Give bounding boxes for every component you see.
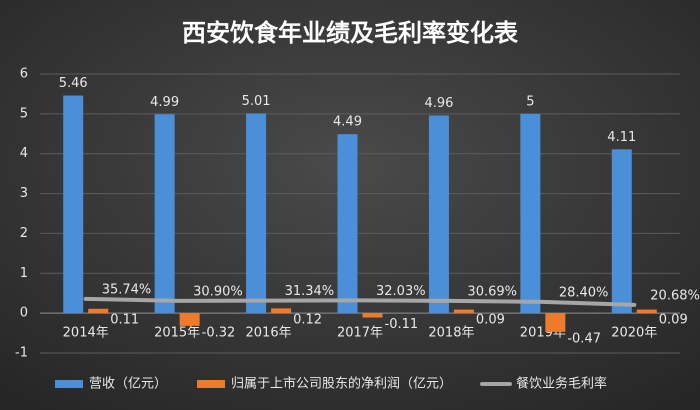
- data-label: 30.69%: [467, 284, 517, 299]
- data-label: -0.47: [567, 331, 601, 346]
- line: [83, 296, 637, 307]
- x-tick-label: 2018年: [428, 326, 474, 341]
- y-tick-label: 2: [20, 226, 28, 241]
- bar: [611, 149, 632, 314]
- bar: [545, 313, 566, 332]
- y-tick-label: 0: [20, 306, 28, 321]
- bar: [428, 115, 449, 314]
- data-label: 0.11: [110, 313, 139, 328]
- data-label: 4.49: [333, 115, 362, 130]
- data-label: 32.03%: [376, 284, 426, 299]
- x-tick-label: 2014年: [63, 326, 109, 341]
- data-label: 0.12: [293, 313, 322, 328]
- bar: [179, 313, 200, 326]
- data-label: 4.99: [150, 95, 179, 110]
- x-tick-label: 2016年: [246, 326, 292, 341]
- bar: [453, 309, 474, 314]
- legend-label: 餐饮业务毛利率: [516, 376, 607, 392]
- y-tick-label: 1: [20, 266, 28, 281]
- legend-swatch: [55, 380, 83, 388]
- chart-title: 西安饮食年业绩及毛利率变化表: [182, 19, 519, 47]
- legend-swatch: [197, 380, 226, 388]
- data-label: -0.11: [385, 317, 419, 332]
- y-tick-label: 4: [20, 146, 28, 161]
- x-tick-label: 2017年: [337, 326, 383, 341]
- bar: [362, 313, 383, 318]
- y-tick-label: 5: [20, 106, 28, 121]
- data-label: 20.68%: [650, 288, 700, 303]
- data-label: 31.34%: [285, 284, 335, 299]
- data-label: 35.74%: [102, 282, 152, 297]
- bar: [154, 114, 175, 314]
- data-label: 30.90%: [193, 284, 243, 299]
- data-label: 4.96: [424, 96, 453, 111]
- legend-label: 归属于上市公司股东的净利润（亿元）: [231, 376, 452, 392]
- y-tick-label: 3: [20, 186, 28, 201]
- data-label: 0.09: [659, 313, 688, 328]
- bar: [63, 95, 84, 314]
- data-label: 5: [526, 94, 534, 109]
- x-tick-label: 2020年: [611, 326, 657, 341]
- bar: [88, 308, 109, 314]
- bar: [246, 113, 267, 314]
- data-label: 5.01: [242, 94, 271, 109]
- data-label: 0.09: [476, 313, 505, 328]
- legend-label: 营收（亿元）: [89, 377, 167, 392]
- bar: [271, 308, 292, 314]
- y-tick-label: 6: [20, 67, 28, 82]
- x-tick-label: 2015年: [154, 326, 200, 341]
- bar: [520, 113, 541, 314]
- data-label: 28.40%: [559, 285, 609, 300]
- data-label: 4.11: [607, 130, 636, 145]
- bar: [337, 134, 358, 314]
- bar: [636, 309, 657, 314]
- data-label: 5.46: [59, 76, 88, 91]
- data-label: -0.32: [202, 325, 236, 340]
- y-tick-label: -1: [15, 346, 28, 361]
